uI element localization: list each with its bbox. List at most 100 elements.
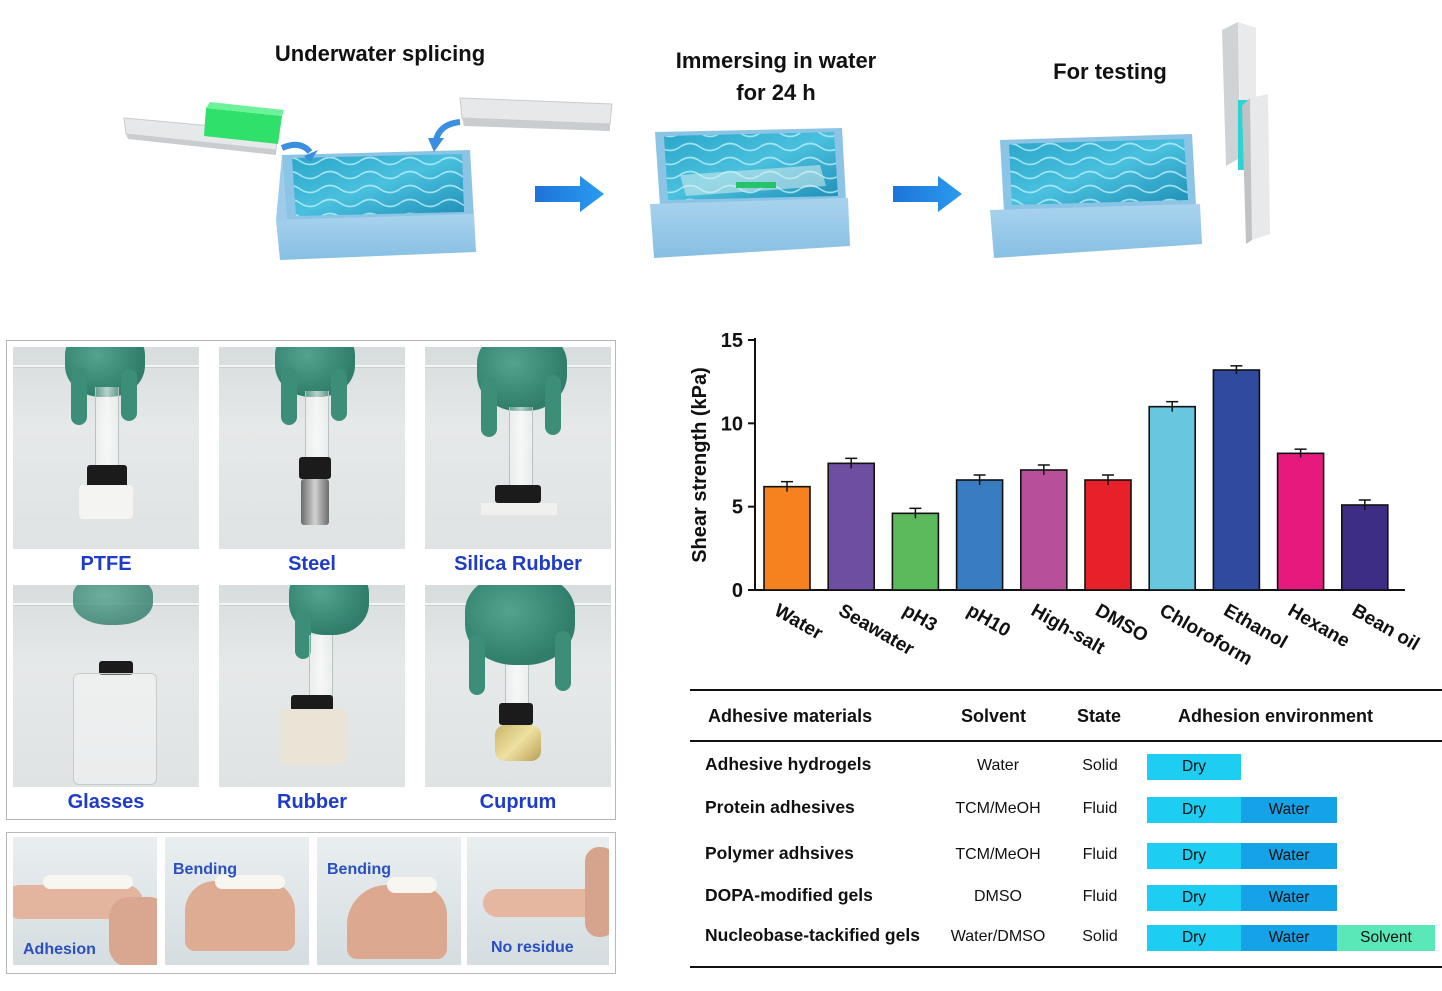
photo-cuprum	[425, 585, 611, 787]
label-bending-1: Bending	[173, 861, 237, 878]
row-state: Fluid	[1082, 800, 1118, 817]
error-bar	[845, 457, 858, 469]
row-state: Solid	[1082, 757, 1118, 774]
table-header-rule	[690, 740, 1442, 742]
photo-glasses	[13, 585, 199, 787]
row-state: Solid	[1082, 928, 1118, 945]
label-no-residue: No residue	[491, 939, 574, 956]
env-cell-water: Water	[1241, 843, 1337, 869]
env-cell-dry: Dry	[1147, 754, 1241, 780]
curved-arrow-icon	[280, 141, 313, 155]
row-solvent: Water	[976, 757, 1020, 774]
error-bar	[973, 474, 986, 485]
bar-water	[763, 485, 811, 591]
row-material: Protein adhesives	[705, 797, 855, 817]
y-tick-label: 5	[732, 497, 743, 519]
env-cell-water: Water	[1241, 797, 1337, 823]
right-arrow-icon	[535, 176, 604, 212]
row-solvent: DMSO	[974, 888, 1022, 905]
chart-y-tick-labels: 0 5 10 15	[721, 330, 743, 602]
water-container-1	[276, 150, 476, 260]
env-cell-dry: Dry	[1147, 843, 1241, 869]
env-cell-dry: Dry	[1147, 797, 1241, 823]
row-material: Nucleobase-tackified gels	[705, 925, 920, 945]
glass-slide	[459, 97, 613, 131]
env-cell-water: Water	[1241, 925, 1337, 951]
error-bar	[1102, 474, 1114, 485]
curved-arrow-icon	[433, 119, 461, 141]
lap-shear-sample	[1222, 22, 1270, 244]
label-rubber: Rubber	[277, 791, 347, 813]
photo-silica-rubber	[425, 347, 611, 549]
chart-error-bars	[781, 365, 1371, 519]
label-ptfe: PTFE	[80, 553, 132, 575]
env-cell-dry: Dry	[1147, 925, 1241, 951]
env-cell-dry: Dry	[1147, 885, 1241, 911]
error-bar	[909, 507, 922, 519]
header-adhesive-materials: Adhesive materials	[708, 706, 873, 726]
x-tick-label: Water	[771, 600, 827, 645]
bar-ph3	[891, 512, 940, 591]
x-tick-label: Hexane	[1284, 600, 1353, 652]
row-material: Polymer adhsives	[705, 843, 854, 863]
label-glasses: Glasses	[67, 791, 145, 813]
error-bar	[1166, 400, 1179, 412]
photo-steel	[219, 347, 405, 549]
header-solvent: Solvent	[961, 706, 1027, 726]
y-tick-label: 10	[721, 413, 743, 435]
photo-ptfe	[13, 347, 199, 549]
label-silica-rubber: Silica Rubber	[454, 553, 582, 575]
label-cuprum: Cuprum	[479, 791, 557, 813]
table-bottom-rule	[690, 966, 1442, 968]
row-solvent: TCM/MeOH	[955, 800, 1041, 817]
bar-hexane	[1276, 452, 1325, 591]
env-cell-solvent: Solvent	[1337, 925, 1435, 951]
water-container-2	[650, 128, 850, 258]
row-solvent: TCM/MeOH	[955, 846, 1041, 863]
y-tick-label: 0	[732, 580, 743, 602]
y-axis-label: Shear strength (kPa)	[689, 367, 711, 563]
bar-chloroform	[1148, 405, 1197, 591]
bar-dmso	[1084, 479, 1132, 591]
chart-bars	[763, 369, 1389, 591]
photo-finger-no-residue	[467, 837, 609, 965]
row-solvent: Water/DMSO	[950, 928, 1046, 945]
glass-slide-with-hydrogel	[123, 102, 284, 155]
substrate-photo-panel: PTFE Steel Silica Rubber Glasses Rubber …	[6, 340, 616, 820]
x-tick-label: pH3	[899, 600, 941, 636]
row-state: Fluid	[1082, 888, 1118, 905]
photo-rubber	[219, 585, 405, 787]
error-bar	[1037, 464, 1050, 475]
finger-adhesion-panel: Adhesion Bending Bending No residue	[6, 832, 616, 974]
label-steel: Steel	[288, 553, 336, 575]
error-bar	[1358, 499, 1371, 510]
header-adhesion-environment: Adhesion environment	[1178, 706, 1374, 726]
table-top-rule	[690, 689, 1442, 691]
env-cell-water: Water	[1241, 885, 1337, 911]
header-state: State	[1077, 706, 1122, 726]
bar-bean-oil	[1340, 504, 1389, 591]
bar-ethanol	[1212, 369, 1261, 591]
schematic-illustration	[123, 22, 1270, 260]
right-arrow-icon	[893, 176, 962, 212]
label-adhesion: Adhesion	[23, 941, 96, 958]
error-bar	[1230, 365, 1243, 375]
photo-finger-bending-1	[165, 837, 309, 965]
error-bar	[1294, 448, 1307, 458]
y-tick-label: 15	[721, 330, 743, 352]
water-container-3	[990, 134, 1202, 258]
step-title-for-testing: For testing	[1053, 59, 1167, 84]
x-tick-label: pH10	[963, 600, 1014, 641]
row-state: Fluid	[1082, 846, 1118, 863]
photo-finger-adhesion	[13, 837, 157, 965]
bar-seawater	[827, 462, 875, 591]
label-bending-2: Bending	[327, 861, 391, 878]
bar-high-salt	[1019, 469, 1068, 591]
bar-ph10	[955, 479, 1004, 591]
x-tick-label: Bean oil	[1348, 600, 1423, 655]
step-title-immersing: Immersing in water for 24 h	[675, 48, 877, 105]
step-title-underwater-splicing: Underwater splicing	[274, 41, 486, 66]
photo-finger-bending-2	[317, 837, 461, 965]
